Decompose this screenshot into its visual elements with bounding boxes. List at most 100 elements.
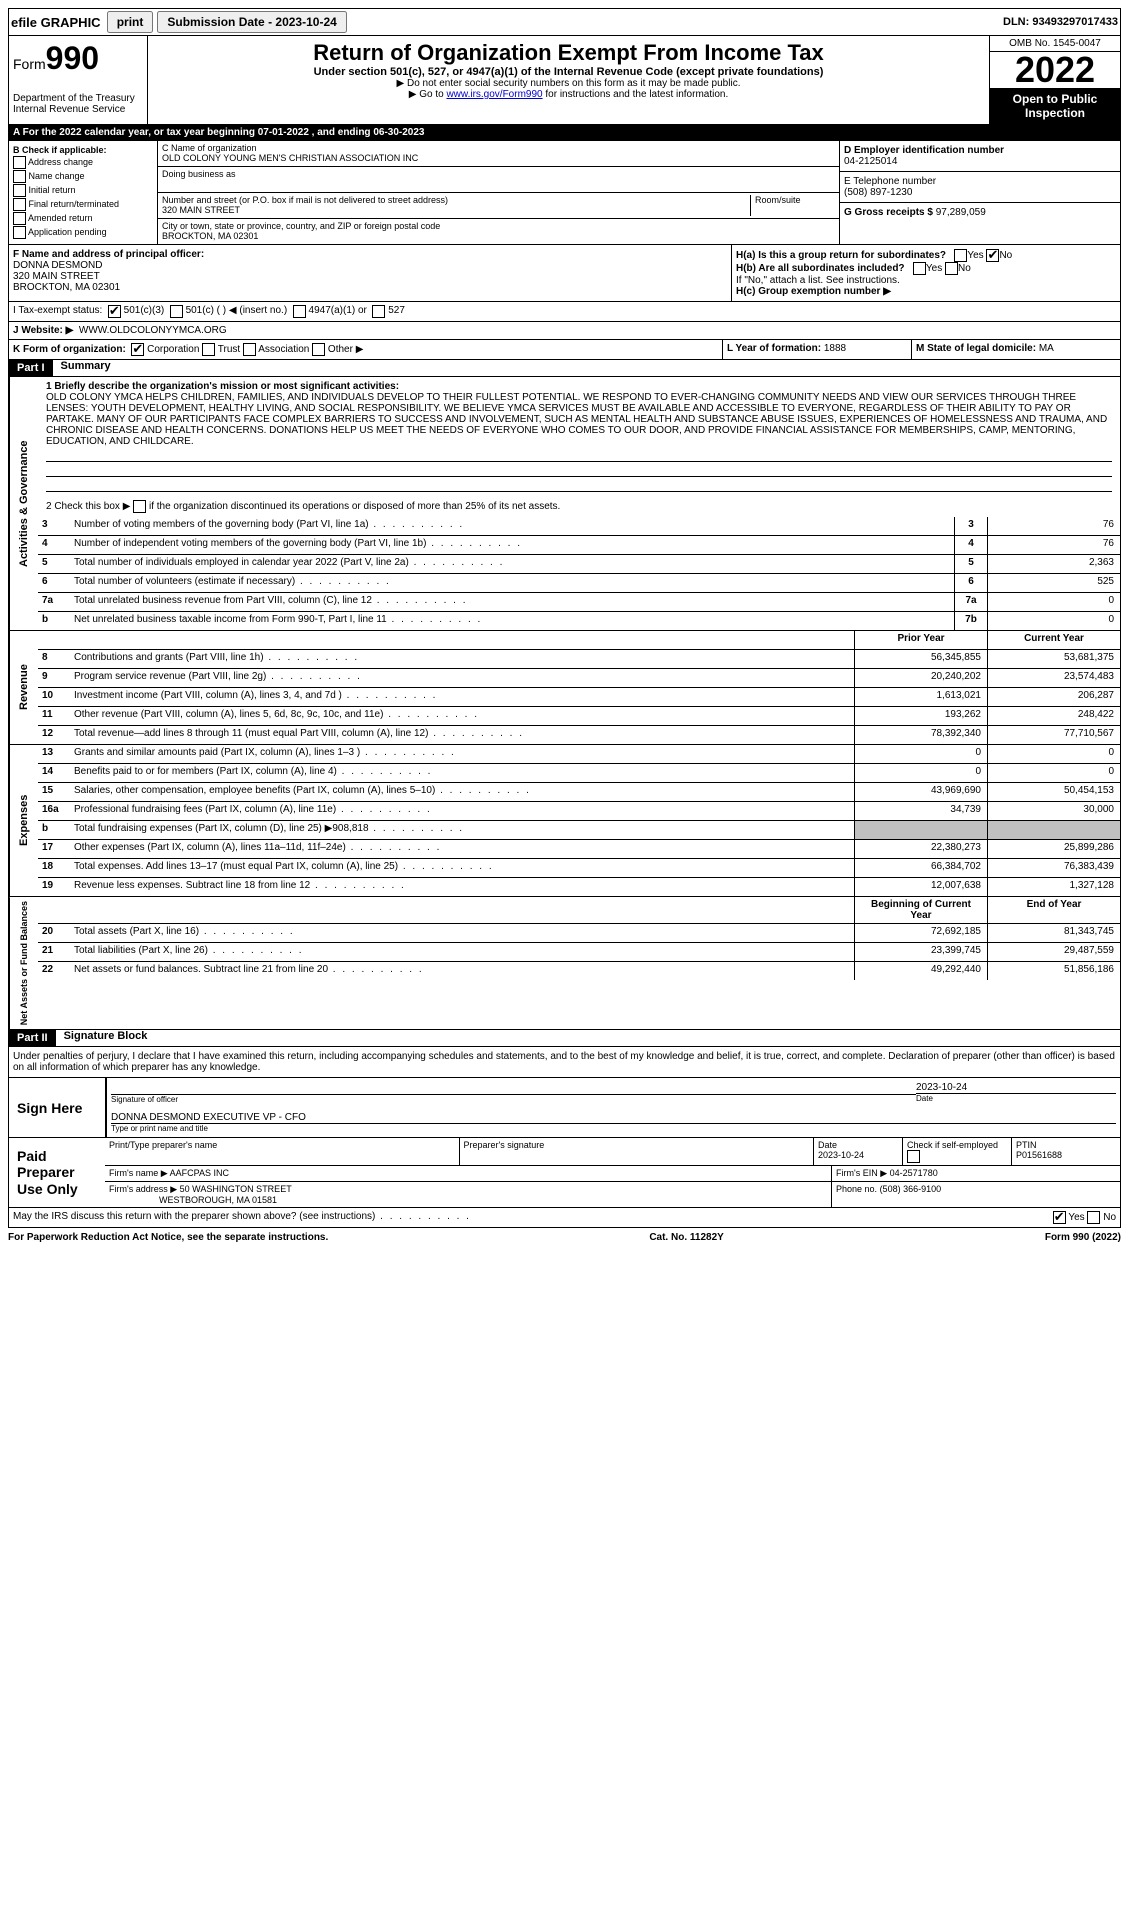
section-h: H(a) Is this a group return for subordin… [732, 245, 1120, 301]
sign-here-label: Sign Here [9, 1078, 105, 1137]
hb-no[interactable] [945, 262, 958, 275]
table-row: 14Benefits paid to or for members (Part … [38, 764, 1120, 783]
table-row: 20Total assets (Part X, line 16)72,692,1… [38, 924, 1120, 943]
mission-block: 1 Briefly describe the organization's mi… [38, 377, 1120, 517]
officer-name-title: DONNA DESMOND EXECUTIVE VP - CFO [111, 1112, 1116, 1123]
section-fh: F Name and address of principal officer:… [8, 245, 1121, 302]
state-domicile: MA [1039, 343, 1054, 354]
cb-initial-return[interactable]: Initial return [13, 184, 153, 197]
cb-assoc[interactable] [243, 343, 256, 356]
expenses-section: Expenses 13Grants and similar amounts pa… [8, 745, 1121, 897]
org-street: 320 MAIN STREET [162, 205, 750, 215]
revenue-header: Prior Year Current Year [38, 631, 1120, 650]
table-row: 21Total liabilities (Part X, line 26)23,… [38, 943, 1120, 962]
form-title: Return of Organization Exempt From Incom… [152, 40, 985, 66]
table-row: 10Investment income (Part VIII, column (… [38, 688, 1120, 707]
tax-year-bar: A For the 2022 calendar year, or tax yea… [8, 125, 1121, 141]
cb-trust[interactable] [202, 343, 215, 356]
open-inspection: Open to Public Inspection [990, 88, 1120, 124]
declaration-text: Under penalties of perjury, I declare th… [8, 1047, 1121, 1078]
section-i: I Tax-exempt status: 501(c)(3) 501(c) ( … [8, 302, 1121, 322]
efile-label: efile GRAPHIC [11, 15, 101, 30]
governance-side-label: Activities & Governance [9, 377, 38, 630]
section-d: D Employer identification number 04-2125… [839, 141, 1120, 244]
ein-value: 04-2125014 [844, 156, 897, 167]
discuss-yes[interactable] [1053, 1211, 1066, 1224]
firm-name: AAFCPAS INC [170, 1168, 229, 1178]
cb-501c[interactable] [170, 305, 183, 318]
table-row: 3Number of voting members of the governi… [38, 517, 1120, 536]
cb-address-change[interactable]: Address change [13, 156, 153, 169]
form-subtitle: Under section 501(c), 527, or 4947(a)(1)… [152, 66, 985, 78]
table-row: 18Total expenses. Add lines 13–17 (must … [38, 859, 1120, 878]
officer-name: DONNA DESMOND [13, 260, 102, 271]
section-b: B Check if applicable: Address change Na… [9, 141, 158, 244]
cb-527[interactable] [372, 305, 385, 318]
table-row: 12Total revenue—add lines 8 through 11 (… [38, 726, 1120, 744]
header-mid: Return of Organization Exempt From Incom… [148, 36, 989, 124]
part-2-header: Part II Signature Block [8, 1030, 1121, 1047]
note-1: ▶ Do not enter social security numbers o… [152, 78, 985, 89]
irs-link[interactable]: www.irs.gov/Form990 [446, 89, 542, 100]
hb-yes[interactable] [913, 262, 926, 275]
print-button[interactable]: print [107, 11, 154, 33]
table-row: 6Total number of volunteers (estimate if… [38, 574, 1120, 593]
section-j: J Website: ▶ WWW.OLDCOLONYYMCA.ORG [8, 322, 1121, 340]
paid-preparer-block: Paid Preparer Use Only Print/Type prepar… [8, 1138, 1121, 1208]
mission-text: OLD COLONY YMCA HELPS CHILDREN, FAMILIES… [46, 392, 1107, 447]
page-footer: For Paperwork Reduction Act Notice, see … [8, 1228, 1121, 1243]
table-row: 13Grants and similar amounts paid (Part … [38, 745, 1120, 764]
table-row: 19Revenue less expenses. Subtract line 1… [38, 878, 1120, 896]
firm-addr: 50 WASHINGTON STREET [180, 1184, 292, 1194]
cb-other[interactable] [312, 343, 325, 356]
revenue-side-label: Revenue [9, 631, 38, 744]
firm-ein: 04-2571780 [890, 1168, 938, 1178]
cb-corp[interactable] [131, 343, 144, 356]
cb-amended[interactable]: Amended return [13, 212, 153, 225]
table-row: bNet unrelated business taxable income f… [38, 612, 1120, 630]
cb-name-change[interactable]: Name change [13, 170, 153, 183]
ptin-value: P01561688 [1016, 1150, 1062, 1160]
submission-date-button[interactable]: Submission Date - 2023-10-24 [157, 11, 346, 33]
header-right: OMB No. 1545-0047 2022 Open to Public In… [989, 36, 1120, 124]
dept-label: Department of the Treasury Internal Reve… [13, 93, 143, 115]
dln-label: DLN: 93493297017433 [1003, 16, 1118, 28]
table-row: 16aProfessional fundraising fees (Part I… [38, 802, 1120, 821]
paid-preparer-label: Paid Preparer Use Only [9, 1138, 105, 1207]
prep-date: 2023-10-24 [818, 1150, 864, 1160]
cb-self-employed[interactable] [907, 1150, 920, 1163]
table-row: 7aTotal unrelated business revenue from … [38, 593, 1120, 612]
sign-here-block: Sign Here Signature of officer 2023-10-2… [8, 1078, 1121, 1138]
website-value: WWW.OLDCOLONYYMCA.ORG [79, 325, 227, 336]
phone-value: (508) 897-1230 [844, 187, 912, 198]
part-1-header: Part I Summary [8, 360, 1121, 377]
netassets-side-label: Net Assets or Fund Balances [9, 897, 38, 1029]
cb-4947[interactable] [293, 305, 306, 318]
year-formation: 1888 [824, 343, 846, 354]
section-f: F Name and address of principal officer:… [9, 245, 732, 301]
cb-application[interactable]: Application pending [13, 226, 153, 239]
table-row: 11Other revenue (Part VIII, column (A), … [38, 707, 1120, 726]
section-c: C Name of organization OLD COLONY YOUNG … [158, 141, 839, 244]
header-left: Form990 Department of the Treasury Inter… [9, 36, 148, 124]
ha-yes[interactable] [954, 249, 967, 262]
table-row: 5Total number of individuals employed in… [38, 555, 1120, 574]
info-block: B Check if applicable: Address change Na… [8, 141, 1121, 245]
note-2: ▶ Go to www.irs.gov/Form990 for instruct… [152, 89, 985, 100]
ha-no[interactable] [986, 249, 999, 262]
revenue-section: Revenue Prior Year Current Year 8Contrib… [8, 631, 1121, 745]
firm-phone: (508) 366-9100 [880, 1184, 942, 1194]
tax-year: 2022 [990, 52, 1120, 88]
table-row: bTotal fundraising expenses (Part IX, co… [38, 821, 1120, 840]
cb-501c3[interactable] [108, 305, 121, 318]
table-row: 15Salaries, other compensation, employee… [38, 783, 1120, 802]
table-row: 9Program service revenue (Part VIII, lin… [38, 669, 1120, 688]
netassets-header: Beginning of Current Year End of Year [38, 897, 1120, 924]
cb-discontinued[interactable] [133, 500, 146, 513]
cb-final-return[interactable]: Final return/terminated [13, 198, 153, 211]
table-row: 8Contributions and grants (Part VIII, li… [38, 650, 1120, 669]
discuss-no[interactable] [1087, 1211, 1100, 1224]
netassets-section: Net Assets or Fund Balances Beginning of… [8, 897, 1121, 1030]
section-k: K Form of organization: Corporation Trus… [8, 340, 1121, 360]
governance-section: Activities & Governance 1 Briefly descri… [8, 377, 1121, 631]
